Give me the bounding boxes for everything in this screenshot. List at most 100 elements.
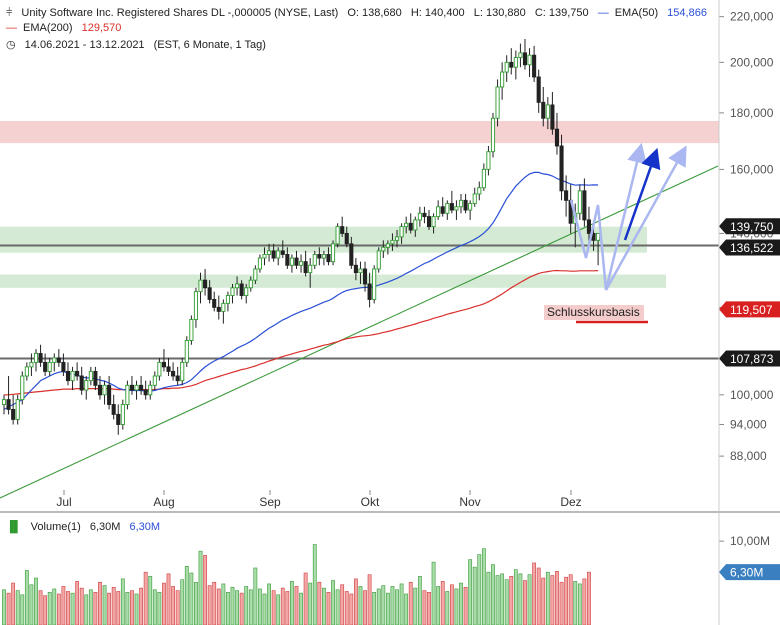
candle-130 [596, 232, 601, 266]
candle-85 [390, 233, 395, 251]
volume-bar-39 [180, 579, 185, 625]
chart-header-line3: ◷ 14.06.2021 - 13.12.2021 (EST, 6 Monate… [6, 38, 272, 51]
high-value: H: 140,400 [410, 7, 465, 19]
candle-6 [29, 353, 34, 377]
volume-bar-56 [258, 588, 262, 625]
candle-20 [93, 366, 98, 391]
candle-body-26 [120, 404, 125, 425]
candle-82 [376, 247, 381, 273]
volume-bar-80 [367, 574, 372, 625]
volume-header: ▐▌ Volume(1) 6,30M 6,30M [6, 521, 166, 533]
candle-body-91 [417, 212, 422, 221]
volume-bar-110 [504, 579, 509, 625]
candle-body-53 [244, 287, 249, 296]
volume-bar-19 [88, 589, 93, 625]
candle-body-55 [253, 268, 258, 281]
candle-body-73 [335, 226, 340, 245]
volume-bar-84 [385, 592, 390, 625]
candle-106 [486, 145, 491, 176]
candle-body-11 [52, 357, 57, 363]
candle-101 [463, 193, 468, 214]
candle-55 [253, 265, 258, 284]
candle-2 [11, 394, 16, 425]
volume-bar-36 [166, 573, 171, 625]
candle-115 [527, 48, 532, 77]
volume-bar-62 [285, 591, 290, 625]
candle-28 [129, 376, 135, 395]
candle-body-35 [161, 361, 167, 368]
volume-bar-43 [198, 550, 203, 625]
volume-bar-69 [317, 581, 322, 625]
candle-67 [308, 258, 313, 288]
candle-27 [125, 380, 130, 410]
candle-7 [33, 349, 39, 372]
candle-68 [312, 250, 317, 269]
candle-body-122 [559, 145, 564, 192]
candle-25 [116, 404, 121, 435]
volume-bar-12 [56, 593, 61, 625]
candle-body-96 [440, 206, 445, 214]
candle-58 [267, 243, 272, 262]
candle-body-81 [372, 268, 377, 300]
volume-bar-122 [559, 581, 564, 625]
period-range: 14.06.2021 - 13.12.2021 [24, 39, 145, 51]
volume-bar-33 [152, 589, 157, 625]
candle-91 [417, 206, 422, 227]
volume-bar-78 [358, 586, 363, 625]
candle-body-82 [376, 250, 381, 270]
candle-98 [449, 190, 454, 214]
volume-bar-79 [363, 590, 367, 625]
price-badges: 139,750 136,522 119,507 107,873 [719, 218, 780, 367]
candle-95 [436, 200, 441, 220]
candle-87 [399, 223, 404, 244]
volume-bar-111 [509, 576, 514, 625]
y-tick-label-7: 200,000 [730, 55, 774, 69]
candle-60 [276, 247, 281, 266]
candle-body-84 [385, 243, 390, 248]
y-tick-label-8: 220,000 [730, 10, 774, 24]
candle-77 [353, 258, 358, 281]
volume-bar-38 [175, 590, 180, 625]
candle-body-24 [111, 404, 116, 415]
candle-34 [157, 357, 162, 381]
candle-body-18 [84, 380, 89, 391]
volume-value1: 6,30M [89, 521, 121, 533]
horizontal-levels [0, 244, 719, 360]
volume-tick-label: 10,00M [730, 534, 770, 548]
price-badge-3: 107,873 [719, 350, 780, 367]
volume-bar-32 [148, 576, 153, 625]
candle-97 [445, 200, 450, 220]
candle-body-111 [509, 61, 514, 68]
ema200-line [4, 269, 599, 396]
candle-124 [568, 184, 573, 234]
volume-bar-5 [24, 570, 29, 625]
candle-body-34 [157, 361, 162, 377]
candle-83 [381, 240, 386, 259]
candle-119 [545, 97, 550, 130]
candle-body-76 [349, 243, 354, 266]
candle-body-109 [500, 71, 505, 88]
volume-bar-86 [395, 589, 399, 625]
instrument-name: Unity Software Inc. Registered Shares DL… [21, 7, 339, 19]
volume-bar-126 [577, 583, 582, 625]
candle-100 [458, 193, 464, 214]
candle-body-80 [367, 283, 372, 300]
candle-body-23 [107, 384, 112, 405]
candle-72 [330, 240, 336, 266]
candle-body-13 [61, 361, 66, 372]
candle-112 [513, 50, 518, 80]
volume-bar-10 [47, 591, 52, 625]
volume-bar-34 [157, 591, 162, 625]
volume-bar-31 [143, 571, 148, 625]
candle-body-7 [33, 353, 39, 363]
candle-body-5 [24, 366, 29, 377]
candle-103 [472, 187, 477, 207]
candle-48 [221, 299, 226, 324]
candle-body-63 [289, 257, 294, 266]
volume-bar-64 [294, 586, 299, 625]
candle-body-86 [394, 236, 400, 241]
candle-21 [97, 376, 103, 400]
volume-bar-60 [276, 594, 281, 625]
candle-19 [88, 366, 93, 386]
volume-bar-3 [15, 590, 20, 625]
